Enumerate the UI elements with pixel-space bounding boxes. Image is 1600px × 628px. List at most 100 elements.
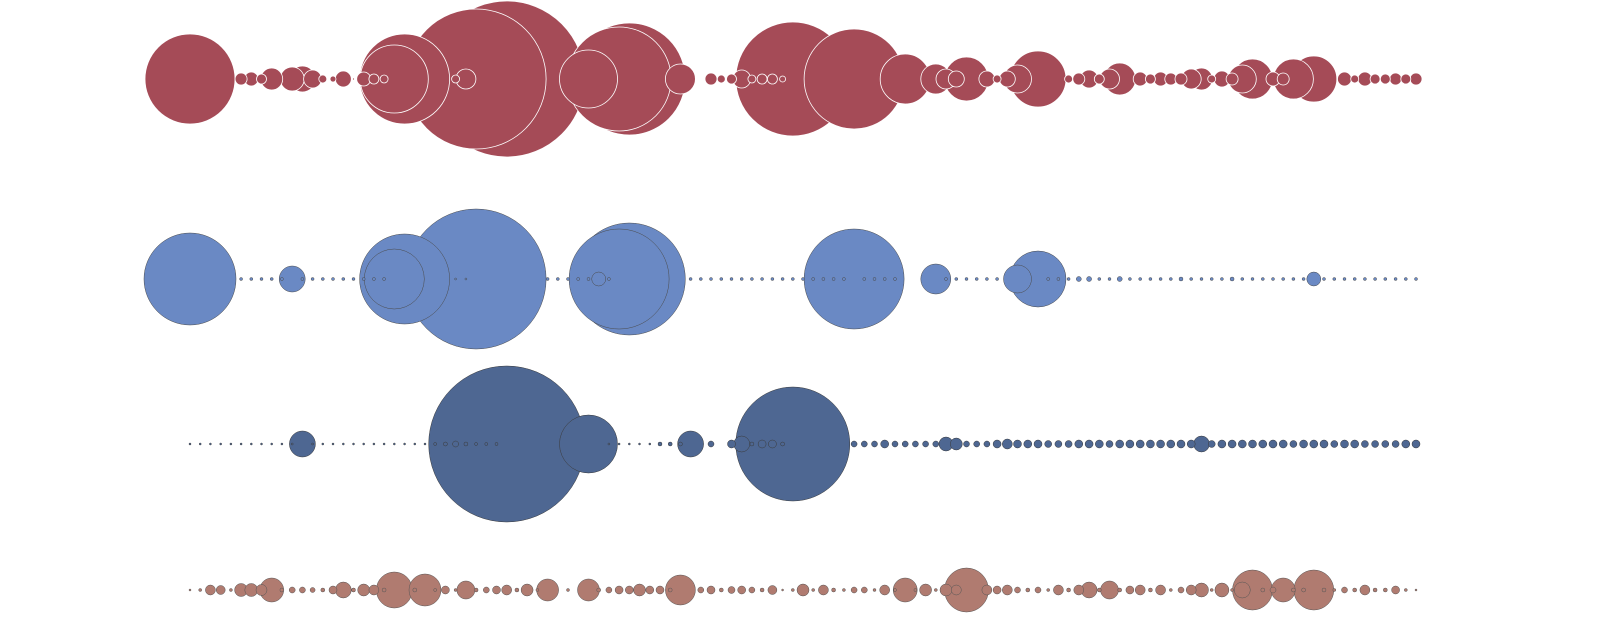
bubble <box>880 439 889 449</box>
bubble <box>801 277 805 281</box>
bubble <box>229 588 233 592</box>
bubble <box>382 442 386 446</box>
bubble <box>1116 276 1123 282</box>
bubble <box>842 277 846 281</box>
bubble <box>1186 439 1196 449</box>
bubble <box>1291 277 1296 281</box>
bubble <box>269 277 274 281</box>
bubble <box>1269 586 1277 594</box>
bubble <box>329 75 337 83</box>
bubble <box>372 277 376 281</box>
bubble <box>1155 584 1166 596</box>
bubble <box>239 442 243 446</box>
bubble <box>335 581 352 599</box>
bubble <box>1363 277 1367 281</box>
bubble <box>1289 440 1298 448</box>
bubble <box>1054 440 1063 448</box>
bubble <box>1391 440 1400 448</box>
bubble <box>748 586 756 594</box>
bubble <box>1278 439 1288 449</box>
bubble <box>280 442 284 446</box>
bubble <box>1271 277 1275 281</box>
bubble <box>1309 439 1319 449</box>
bubble <box>964 277 969 281</box>
bubble <box>1053 584 1064 596</box>
bubble <box>1342 277 1347 281</box>
bubble <box>215 585 226 595</box>
bubble <box>341 277 346 281</box>
bubble <box>376 571 413 609</box>
bubble <box>1169 277 1173 281</box>
bubble <box>1194 582 1209 598</box>
bubble <box>913 588 918 592</box>
bubble <box>704 72 718 86</box>
bubble <box>1066 587 1071 593</box>
bubble <box>1352 277 1357 281</box>
bubble <box>655 585 665 595</box>
bubble <box>932 440 940 448</box>
bubble <box>393 442 396 446</box>
bubble <box>1340 439 1349 449</box>
bubble <box>1023 439 1033 449</box>
bubble <box>861 440 868 448</box>
bubble <box>441 585 450 595</box>
bubble <box>871 440 878 448</box>
bubble <box>536 578 559 602</box>
bubble <box>577 578 600 602</box>
bubble <box>1238 439 1247 449</box>
bubble <box>974 277 979 281</box>
bubble <box>1148 277 1153 281</box>
bubble <box>842 588 846 592</box>
bubble <box>1209 277 1214 281</box>
bubble <box>492 585 501 595</box>
bubble <box>270 442 273 446</box>
bubble <box>454 277 457 281</box>
bubble <box>256 73 267 85</box>
bubble <box>605 586 613 594</box>
bubble <box>882 277 887 281</box>
bubble <box>494 442 499 446</box>
bubble <box>973 440 980 448</box>
bubble <box>665 574 696 606</box>
bubble <box>750 277 754 281</box>
bubble <box>1134 584 1146 596</box>
bubble <box>1033 439 1043 449</box>
bubble <box>464 277 468 281</box>
bubble <box>1389 72 1402 86</box>
bubble <box>706 585 716 595</box>
bubble <box>1299 439 1308 449</box>
bubble <box>559 414 618 474</box>
bubble <box>1044 440 1052 448</box>
bubble <box>1230 588 1234 592</box>
bubble <box>796 583 810 597</box>
bubble <box>733 435 750 453</box>
bubble <box>1046 277 1050 281</box>
bubble <box>1095 439 1104 449</box>
bubble <box>922 440 929 448</box>
bubble <box>1207 440 1216 448</box>
bubble <box>299 586 306 594</box>
bubble <box>1361 440 1369 448</box>
bubble <box>791 277 795 281</box>
bubble <box>947 70 965 88</box>
bubble <box>697 586 705 594</box>
bubble <box>770 277 775 281</box>
bubble <box>568 228 670 330</box>
bubble <box>443 441 448 447</box>
bubble <box>657 441 663 447</box>
bubble <box>501 584 512 596</box>
bubble <box>1100 580 1119 600</box>
bubble <box>1073 584 1085 596</box>
bubble <box>893 588 897 592</box>
bubble <box>255 584 268 596</box>
bubble <box>625 585 634 595</box>
bubble <box>290 442 294 446</box>
bubble <box>780 441 785 447</box>
bubble <box>452 440 459 448</box>
bubble <box>607 277 611 281</box>
bubble <box>645 585 655 595</box>
bubble <box>1034 586 1042 594</box>
bubble <box>1371 440 1379 448</box>
bubble <box>1214 582 1230 598</box>
bubble <box>767 585 778 595</box>
